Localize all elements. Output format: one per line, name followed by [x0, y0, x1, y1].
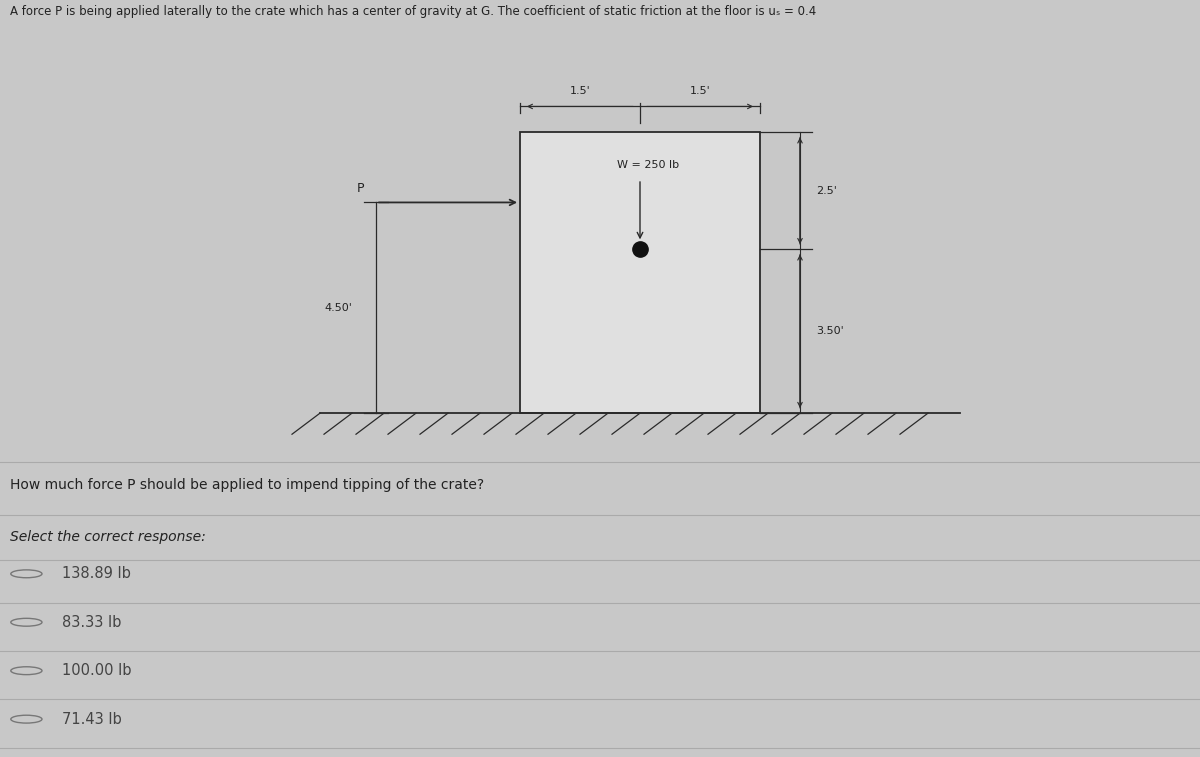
- Bar: [520, 132, 760, 413]
- Text: W = 250 lb: W = 250 lb: [617, 160, 679, 170]
- Text: 83.33 lb: 83.33 lb: [62, 615, 121, 630]
- Text: 100.00 lb: 100.00 lb: [62, 663, 132, 678]
- Text: 1.5': 1.5': [570, 86, 590, 96]
- Text: 3.50': 3.50': [816, 326, 844, 336]
- Text: 71.43 lb: 71.43 lb: [62, 712, 122, 727]
- Text: A force P is being applied laterally to the crate which has a center of gravity : A force P is being applied laterally to …: [10, 5, 816, 18]
- Text: P: P: [356, 182, 364, 195]
- Text: 2.5': 2.5': [816, 185, 836, 196]
- Text: How much force P should be applied to impend tipping of the crate?: How much force P should be applied to im…: [10, 478, 484, 492]
- Text: 138.89 lb: 138.89 lb: [62, 566, 131, 581]
- Text: 1.5': 1.5': [690, 86, 710, 96]
- Text: 4.50': 4.50': [324, 303, 352, 313]
- Text: Select the correct response:: Select the correct response:: [10, 530, 205, 544]
